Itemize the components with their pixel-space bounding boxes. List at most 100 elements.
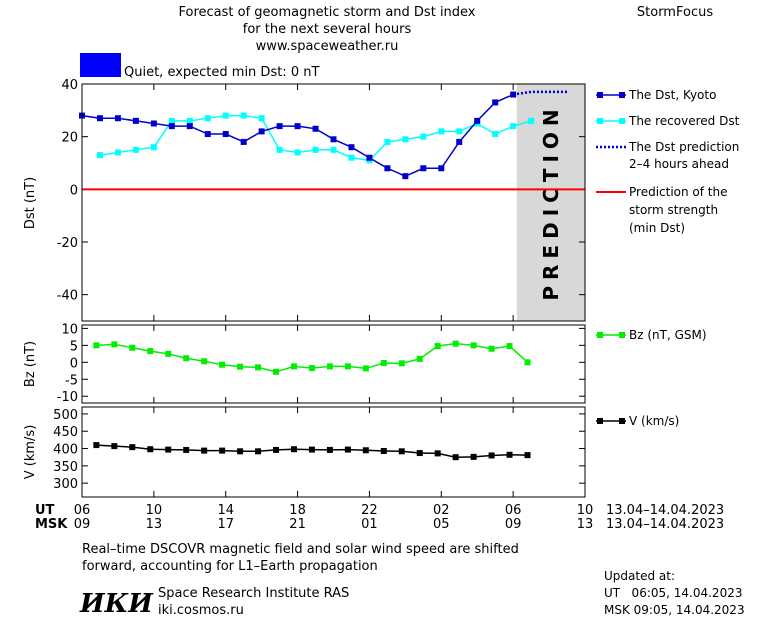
data-point: [366, 154, 373, 161]
data-point: [237, 448, 244, 455]
data-point: [420, 165, 427, 172]
brand-name: StormFocus: [637, 5, 713, 20]
data-point: [186, 123, 193, 130]
data-point: [362, 447, 369, 454]
dst-kyoto-markers: [79, 91, 517, 180]
title-url: www.spaceweather.ru: [256, 39, 399, 54]
data-point: [222, 112, 229, 119]
data-point: [510, 123, 517, 130]
iki-logo: ИКИ: [79, 589, 154, 619]
data-point: [147, 446, 154, 453]
v-markers: [93, 442, 531, 461]
dst-y-axis: 40 20 0 -20 -40: [57, 78, 586, 321]
ut-tick-label: 06: [505, 503, 522, 518]
legend-dst-kyoto: The Dst, Kyoto: [596, 88, 716, 102]
institute-name: Space Research Institute RAS: [158, 586, 349, 601]
data-point: [93, 342, 100, 349]
footer-note-line-2: forward, accounting for L1–Earth propaga…: [82, 559, 378, 574]
data-point: [348, 154, 355, 161]
y-tick-label: -5: [65, 373, 78, 388]
dst-panel: PREDICTION 40 20 0 -20 -40 Dst (nT): [23, 78, 586, 322]
data-point: [438, 165, 445, 172]
legend-v-label: V (km/s): [629, 414, 679, 428]
y-tick-label: 0: [70, 356, 78, 371]
ut-tick-label: 02: [433, 503, 450, 518]
legend-recovered-dst-label: The recovered Dst: [628, 114, 740, 128]
msk-tick-label: 13: [146, 517, 163, 532]
data-point: [258, 128, 265, 135]
status-swatch: [80, 53, 121, 77]
data-point: [524, 452, 531, 459]
data-point: [219, 361, 226, 368]
data-point: [474, 117, 481, 124]
time-axis: UT MSK 06 10 14 18 22 02 06 10 09 13 17 21 01 05 09 13…: [35, 503, 724, 532]
data-point: [488, 452, 495, 459]
dst-plot-frame: [81, 83, 586, 322]
recovered-dst-line: [99, 114, 532, 162]
data-point: [111, 443, 118, 450]
data-point: [506, 343, 513, 350]
data-point: [132, 117, 139, 124]
data-point: [201, 447, 208, 454]
data-point: [168, 123, 175, 130]
updated-ut: UT 06:05, 14.04.2023: [604, 586, 742, 600]
legend-dst-kyoto-marker: [619, 92, 625, 98]
data-point: [150, 144, 157, 151]
y-tick-label: 350: [53, 460, 78, 475]
v-y-axis: 500 450 400 350 300: [53, 407, 586, 497]
data-point: [114, 149, 121, 156]
prediction-zone-label: PREDICTION: [539, 103, 563, 300]
data-point: [273, 446, 280, 453]
institute-site: iki.cosmos.ru: [158, 603, 244, 618]
y-tick-label: 20: [61, 131, 78, 146]
ut-tick-label: 22: [361, 503, 378, 518]
data-point: [204, 131, 211, 138]
status-text: Quiet, expected min Dst: 0 nT: [124, 65, 319, 80]
data-point: [258, 115, 265, 122]
legend-dst-kyoto-label: The Dst, Kyoto: [628, 88, 716, 102]
dst-prediction-line: [512, 90, 568, 96]
data-point: [416, 355, 423, 362]
data-point: [276, 146, 283, 153]
data-point: [237, 363, 244, 370]
data-point: [255, 364, 262, 371]
data-point: [344, 363, 351, 370]
msk-axis-label: MSK: [35, 517, 68, 532]
data-point: [114, 115, 121, 122]
data-point: [330, 136, 337, 143]
data-point: [398, 448, 405, 455]
data-point: [362, 365, 369, 372]
recovered-dst-markers: [96, 112, 535, 164]
data-point: [168, 117, 175, 124]
y-tick-label: 450: [53, 425, 78, 440]
data-point: [294, 123, 301, 130]
data-point: [240, 112, 247, 119]
legend-v-marker: [597, 418, 603, 424]
data-point: [308, 446, 315, 453]
data-point: [434, 450, 441, 457]
data-point: [132, 146, 139, 153]
data-point: [380, 359, 387, 366]
y-tick-label: 400: [53, 443, 78, 458]
data-point: [219, 447, 226, 454]
legend-recovered-dst-marker: [597, 118, 603, 124]
ut-tick-label: 18: [289, 503, 306, 518]
msk-tick-label: 09: [74, 517, 91, 532]
y-tick-label: 10: [61, 322, 78, 337]
data-point: [204, 115, 211, 122]
title-line-1: Forecast of geomagnetic storm and Dst in…: [178, 5, 475, 20]
y-tick-label: 40: [61, 78, 78, 93]
data-point: [434, 343, 441, 350]
ut-tick-label: 10: [577, 503, 594, 518]
msk-tick-label: 13: [577, 517, 594, 532]
data-point: [402, 136, 409, 143]
legend-recovered-dst: The recovered Dst: [596, 114, 740, 128]
data-point: [492, 99, 499, 106]
data-point: [312, 125, 319, 132]
data-point: [452, 454, 459, 461]
data-point: [470, 453, 477, 460]
v-axis-label: V (km/s): [23, 425, 38, 480]
legend-storm-strength-label-1: Prediction of the: [629, 185, 728, 199]
data-point: [312, 146, 319, 153]
